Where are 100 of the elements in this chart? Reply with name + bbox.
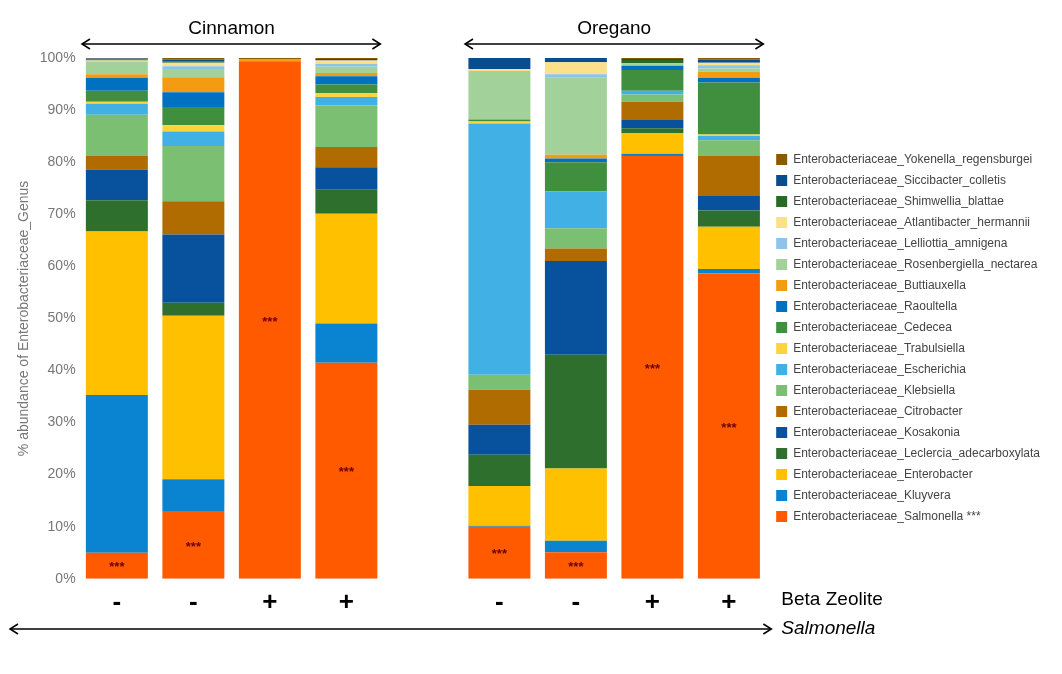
legend-label: Enterobacteriaceae_Rosenbergiella_nectarea — [793, 256, 1038, 271]
bar — [162, 106, 225, 126]
bar — [85, 61, 148, 75]
text: Oregano — [577, 17, 652, 38]
bar — [697, 140, 760, 156]
bar — [162, 146, 225, 202]
bar — [621, 101, 684, 120]
legend-label: Enterobacteriaceae_Escherichia — [793, 361, 967, 376]
bar — [315, 362, 378, 579]
bar — [315, 92, 378, 98]
data-label: *** — [721, 419, 738, 435]
bar — [544, 228, 607, 249]
bar — [85, 200, 148, 232]
bar — [162, 234, 225, 303]
legend-label: Enterobacteriaceae_Yokenella_regensburgei — [793, 151, 1033, 166]
bar — [315, 189, 378, 214]
bar — [544, 191, 607, 229]
bar — [85, 114, 148, 156]
y-tick-label: 100% — [39, 48, 76, 65]
bar — [697, 82, 760, 135]
text: Salmonella — [781, 616, 876, 638]
bar — [697, 226, 760, 269]
legend-label: Enterobacteriaceae_Buttiauxella — [793, 277, 967, 292]
text: Cinnamon — [188, 17, 275, 38]
bar — [162, 77, 225, 93]
x-tick-label: + — [644, 585, 661, 616]
bar — [162, 92, 225, 107]
data-label: *** — [109, 559, 126, 575]
bar — [697, 155, 760, 197]
legend-label: Enterobacteriaceae_Atlantibacter_hermannii — [793, 214, 1030, 229]
bar — [697, 71, 760, 78]
bar — [85, 394, 148, 553]
bar — [468, 123, 531, 375]
bar — [621, 65, 684, 70]
legend-label: Enterobacteriaceae_Raoultella — [793, 298, 958, 313]
bar — [315, 84, 378, 93]
x-tick-label: + — [338, 585, 354, 616]
bar — [85, 155, 148, 170]
bar — [468, 374, 531, 390]
bar — [85, 169, 148, 201]
y-tick-label: 60% — [47, 257, 76, 274]
bar — [697, 273, 760, 579]
data-label: *** — [644, 360, 661, 376]
y-tick-label: 20% — [47, 465, 76, 482]
bar — [85, 77, 148, 91]
bar — [621, 128, 684, 133]
y-tick-label: 10% — [47, 517, 76, 534]
bar — [621, 94, 684, 102]
bar — [468, 526, 531, 579]
bar — [162, 131, 225, 147]
bar — [315, 66, 378, 74]
legend-label: Enterobacteriaceae_Leclercia_adecarboxylata — [793, 445, 1041, 460]
y-axis-title: % abundance of Enterobacteriaceae_Genus — [15, 180, 32, 457]
x-tick-label: - — [189, 585, 198, 616]
bar — [468, 389, 531, 425]
y-tick-label: 30% — [47, 413, 76, 430]
legend-label: Enterobacteriaceae_Klebsiella — [793, 382, 956, 397]
legend-label: Enterobacteriaceae_Salmonella *** — [793, 508, 981, 523]
bar — [544, 74, 607, 78]
x-tick-label: - — [112, 585, 122, 616]
legend-label: Enterobacteriaceae_Kluyvera — [793, 487, 951, 502]
bar — [544, 154, 607, 159]
bar — [162, 66, 225, 69]
y-tick-label: 50% — [47, 309, 76, 326]
bar — [85, 103, 148, 115]
bar — [544, 62, 607, 75]
bar — [621, 153, 684, 156]
text: Beta Zeolite — [781, 587, 883, 609]
bar — [315, 147, 378, 168]
bar — [315, 105, 378, 148]
bar — [468, 68, 531, 72]
bar — [544, 248, 607, 262]
bar — [162, 511, 225, 579]
bar — [315, 213, 378, 324]
bar — [468, 58, 531, 69]
legend-label: Enterobacteriaceae_Lelliottia_amnigena — [793, 235, 1008, 250]
bar — [162, 302, 225, 316]
bar — [697, 136, 760, 141]
bar — [544, 540, 607, 553]
bar — [238, 61, 301, 579]
bar — [85, 74, 148, 78]
bar — [162, 315, 225, 480]
y-tick-label: 90% — [47, 100, 76, 117]
bar — [162, 68, 225, 78]
data-label: *** — [568, 559, 585, 575]
data-label: *** — [491, 546, 508, 562]
bar — [621, 69, 684, 91]
bar — [468, 486, 531, 526]
bar — [468, 424, 531, 455]
bar — [544, 58, 607, 63]
bar — [621, 119, 684, 129]
bar — [85, 101, 148, 104]
bar — [697, 268, 760, 274]
x-tick-label: + — [262, 585, 278, 616]
bar — [544, 552, 607, 579]
bar — [162, 479, 225, 512]
x-tick-label: - — [495, 585, 504, 616]
bar — [621, 155, 684, 579]
legend-label: Enterobacteriaceae_Siccibacter_colletis — [793, 172, 1006, 187]
bar — [544, 468, 607, 541]
